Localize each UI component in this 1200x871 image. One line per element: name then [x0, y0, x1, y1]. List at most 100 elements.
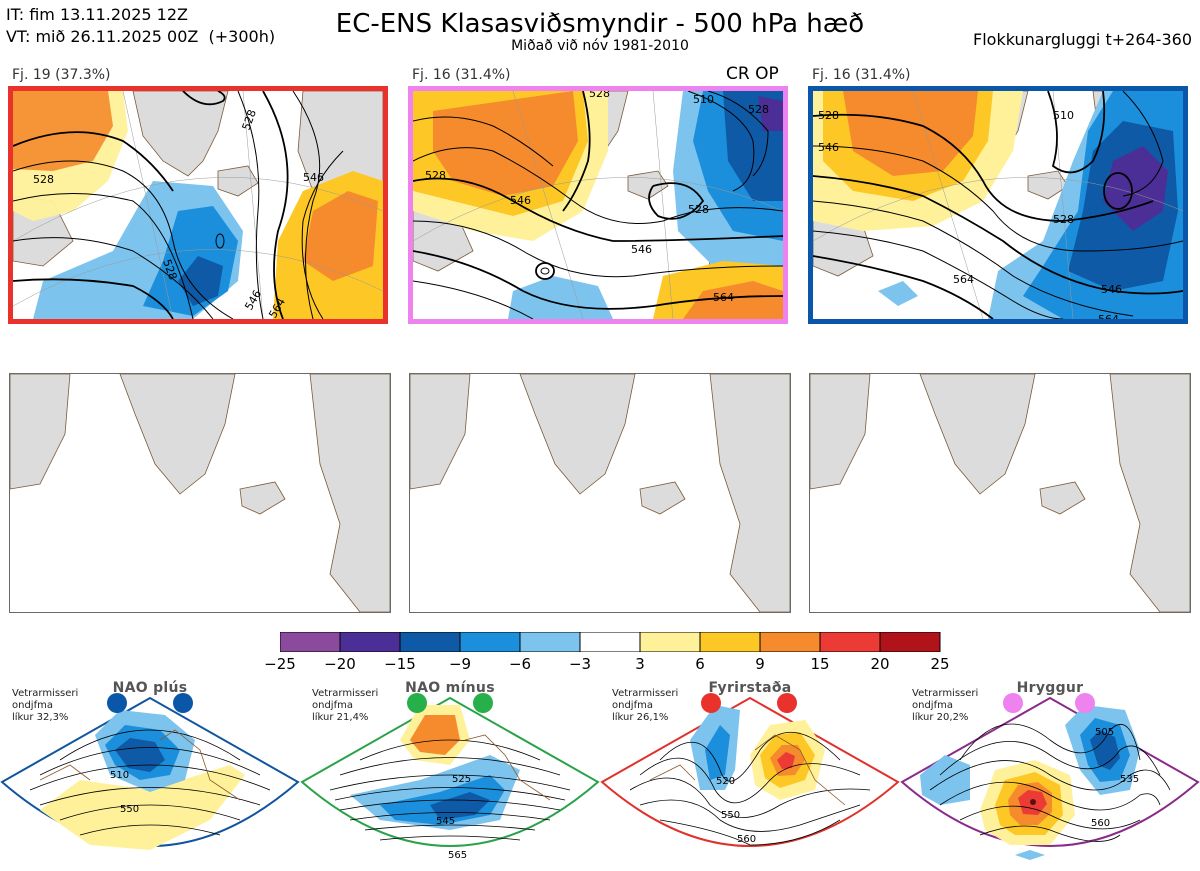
- regime-meta: Vetrarmisseri ondjfma líkur 32,3%: [12, 688, 78, 724]
- base-map-3: [809, 373, 1191, 613]
- regime-marker-dot: [701, 693, 721, 713]
- anomaly-pos-west-core: [13, 91, 113, 171]
- anomaly-neg-extreme: [758, 96, 783, 131]
- colorbar-tick-label: −9: [448, 655, 472, 673]
- regime-meta-line1: Vetrarmisseri: [612, 688, 679, 699]
- iceland-land: [627, 170, 669, 200]
- page-title: EC-ENS Klasasviðsmyndir - 500 hPa hæð: [335, 9, 865, 39]
- panel-3-caption: Fj. 16 (31.4%): [812, 67, 911, 83]
- regime-meta-line1: Vetrarmisseri: [912, 688, 979, 699]
- greenland-land: [132, 91, 229, 177]
- colorbar-tick-label: 9: [755, 655, 765, 673]
- regime-nao-minus: 525 545 565 NAO mínus Vetrarmisseri ondj…: [300, 680, 600, 871]
- contour-label: 546: [631, 243, 652, 256]
- anomaly-pos-west-core: [843, 91, 978, 176]
- init-time: IT: fim 13.11.2025 12Z: [6, 5, 188, 24]
- contour-label: 550: [120, 804, 139, 815]
- iceland-land: [1027, 170, 1069, 200]
- cluster-map-2-plot: 528 528 510 528 528 546 546 564 564: [413, 91, 783, 319]
- base-map-1-land: [10, 374, 390, 612]
- regime-name: Fyrirstaða: [708, 680, 792, 696]
- contour-label: 560: [737, 834, 756, 845]
- colorbar-swatch: [699, 632, 761, 652]
- colorbar-swatch: [280, 632, 341, 652]
- regime-meta: Vetrarmisseri ondjfma líkur 20,2%: [912, 688, 978, 724]
- base-map-2: [409, 373, 791, 613]
- colorbar-swatch: [759, 632, 821, 652]
- regime-marker-dot: [473, 693, 493, 713]
- height-contours: [413, 91, 783, 319]
- contour-label: 520: [716, 776, 735, 787]
- contour-label: 546: [818, 141, 839, 154]
- page-subtitle: Miðað við nóv 1981-2010: [511, 38, 689, 54]
- colorbar-tick-label: −25: [264, 655, 296, 673]
- contour-label: 510: [110, 770, 129, 781]
- contour-label: 528: [33, 173, 54, 186]
- regime-marker-dot: [107, 693, 127, 713]
- colorbar-swatch: [519, 632, 581, 652]
- regime-meta-line3: líkur 26,1%: [612, 712, 669, 723]
- anomaly-neg-small: [878, 281, 918, 306]
- regime-marker-dot: [173, 693, 193, 713]
- colorbar-swatch: [879, 632, 941, 652]
- height-contours: [13, 91, 344, 319]
- contour-label: 546: [1101, 283, 1122, 296]
- contour-label: 528: [1053, 213, 1074, 226]
- regime-marker-dot: [1075, 693, 1095, 713]
- contour-label: 545: [436, 816, 455, 827]
- contour-label: 505: [1095, 727, 1114, 738]
- regime-meta-line2: ondjfma: [612, 700, 653, 711]
- anomaly-pos-west-core: [433, 91, 578, 196]
- contour-label: 528: [240, 108, 259, 132]
- colorbar-swatch: [819, 632, 881, 652]
- regime-meta-line2: ondjfma: [312, 700, 353, 711]
- cluster-map-1: 528 528 546 528 546 564: [8, 86, 388, 324]
- contour-label: 528: [589, 91, 610, 100]
- regime-meta-line3: líkur 20,2%: [912, 712, 969, 723]
- contour-label: 564: [1098, 313, 1119, 319]
- contour-label: 564: [713, 291, 734, 304]
- cluster-map-3-plot: 528 546 510 528 564 546 564: [813, 91, 1183, 319]
- anomaly-neg-south: [508, 276, 613, 319]
- cluster-map-2: 528 528 510 528 528 546 546 564 564: [408, 86, 788, 324]
- colorbar-tick-label: −15: [384, 655, 416, 673]
- colorbar-swatch: [459, 632, 521, 652]
- colorbar-tick-label: 25: [930, 655, 950, 673]
- valid-time: VT: mið 26.11.2025 00Z (+300h): [6, 27, 276, 46]
- base-map-2-land: [410, 374, 790, 612]
- header-times: IT: fim 13.11.2025 12Z VT: mið 26.11.202…: [6, 4, 275, 48]
- cluster-window: Flokkunargluggi t+264-360: [973, 30, 1192, 49]
- panel-1-caption: Fj. 19 (37.3%): [12, 67, 111, 83]
- contour-label: 550: [721, 810, 740, 821]
- regime-nao-plus: 510 550 NAO plús Vetrarmisseri ondjfma l…: [0, 680, 300, 871]
- contour-label: 535: [1120, 774, 1139, 785]
- anomaly-pos-south-core: [683, 281, 783, 319]
- graticule: [13, 91, 383, 319]
- regime-blocking: 520 550 560 Fyrirstaða Vetrarmisseri ond…: [600, 680, 900, 871]
- base-map-1: [9, 373, 391, 613]
- colorbar-tick-label: −20: [324, 655, 356, 673]
- colorbar: [280, 632, 941, 652]
- colorbar-swatch: [639, 632, 701, 652]
- contour-label: 564: [953, 273, 974, 286]
- colorbar-tick-label: 15: [810, 655, 830, 673]
- regime-meta: Vetrarmisseri ondjfma líkur 26,1%: [612, 688, 678, 724]
- contour-label: 510: [1053, 109, 1074, 122]
- regime-meta-line1: Vetrarmisseri: [12, 688, 79, 699]
- regime-ridge-map: 505 535 560: [900, 696, 1200, 860]
- regime-marker-dot: [1003, 693, 1023, 713]
- contour-label: 528: [425, 169, 446, 182]
- regime-meta-line2: ondjfma: [12, 700, 53, 711]
- colorbar-tick-label: 6: [695, 655, 705, 673]
- regime-marker-dot: [777, 693, 797, 713]
- colorbar-tick-label: 3: [635, 655, 645, 673]
- graticule: [413, 91, 783, 319]
- contour-label: 528: [818, 109, 839, 122]
- colorbar-tick-label: −3: [568, 655, 592, 673]
- contour-label: 546: [303, 171, 324, 184]
- contour-label: 565: [448, 850, 467, 861]
- contour-label: 528: [688, 203, 709, 216]
- regime-meta-line3: líkur 21,4%: [312, 712, 369, 723]
- regime-meta-line2: ondjfma: [912, 700, 953, 711]
- cluster-map-1-plot: 528 528 546 528 546 564: [13, 91, 383, 319]
